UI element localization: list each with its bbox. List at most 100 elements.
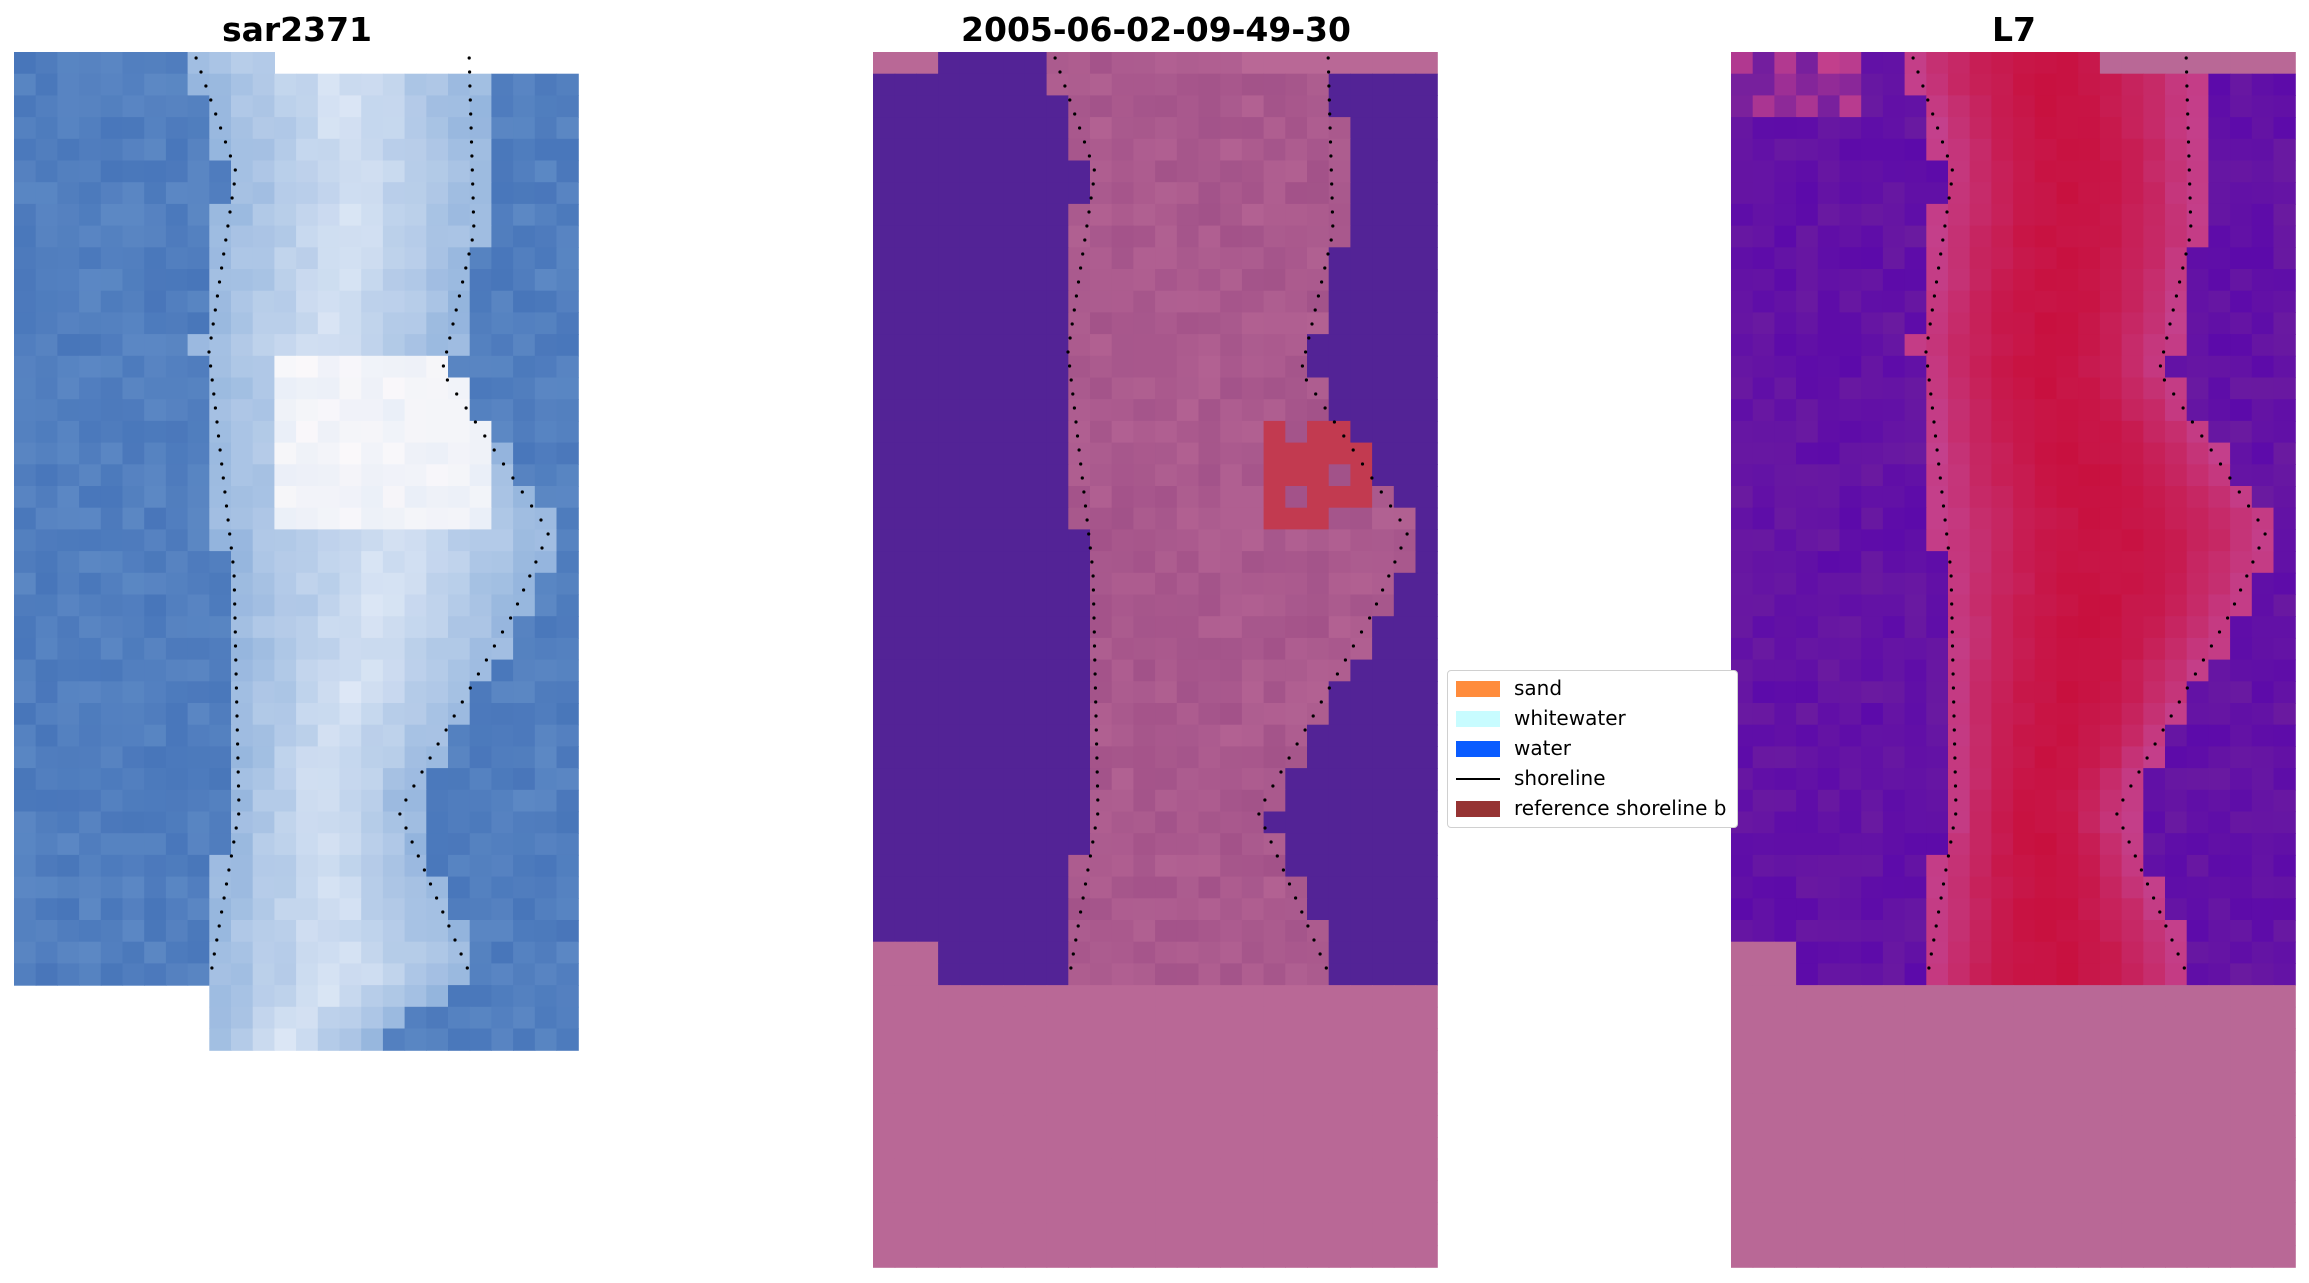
shoreline-dot bbox=[428, 756, 432, 760]
shoreline-dot bbox=[1087, 154, 1091, 158]
shoreline-dot bbox=[222, 896, 226, 900]
shoreline-dot bbox=[2201, 658, 2205, 662]
shoreline-dot bbox=[1953, 756, 1957, 760]
shoreline-line-swatch bbox=[1456, 778, 1500, 780]
shoreline-dot bbox=[232, 574, 236, 578]
shoreline-dot bbox=[1934, 280, 1939, 284]
shoreline-dot bbox=[1271, 784, 1275, 788]
shoreline-dot bbox=[1929, 952, 1933, 956]
shoreline-dot bbox=[1949, 840, 1953, 844]
shoreline-dot bbox=[2127, 840, 2131, 844]
shoreline-dot bbox=[210, 966, 214, 970]
shoreline-dot bbox=[1950, 644, 1955, 648]
shoreline-dot bbox=[1944, 868, 1948, 872]
shoreline-dot bbox=[219, 126, 223, 130]
shoreline-dot bbox=[220, 266, 224, 270]
shoreline-dot bbox=[398, 812, 402, 816]
shoreline-dot bbox=[2185, 70, 2189, 74]
shoreline-dot bbox=[470, 238, 474, 242]
shoreline-dot bbox=[473, 420, 477, 424]
shoreline-dot bbox=[1091, 588, 1095, 592]
shoreline-dot bbox=[236, 770, 240, 774]
shoreline-dot bbox=[220, 462, 224, 466]
shoreline-dot bbox=[2228, 476, 2232, 480]
shoreline-dot bbox=[2176, 952, 2180, 956]
shoreline-dot bbox=[1329, 238, 1333, 242]
shoreline-dot bbox=[2164, 924, 2168, 928]
shoreline-dot bbox=[1327, 84, 1331, 88]
shoreline-dot bbox=[2129, 784, 2133, 788]
shoreline-dot bbox=[233, 602, 237, 606]
shoreline-dot bbox=[2185, 686, 2189, 690]
shoreline-dot bbox=[1314, 392, 1318, 396]
shoreline-dot bbox=[2158, 910, 2162, 914]
shoreline-dot bbox=[2161, 728, 2165, 732]
shoreline-dot bbox=[1316, 294, 1320, 298]
shoreline-dot bbox=[1053, 56, 1057, 60]
shoreline-dot bbox=[483, 434, 487, 438]
shoreline-dot bbox=[2139, 868, 2143, 872]
shoreline-dot bbox=[1330, 210, 1334, 214]
shoreline-dot bbox=[1931, 112, 1935, 116]
shoreline-dot bbox=[232, 182, 236, 186]
shoreline-dot bbox=[2218, 462, 2223, 466]
legend-item-sand: sand bbox=[1448, 673, 1737, 703]
shoreline-dot bbox=[468, 98, 472, 102]
shoreline-dot bbox=[2187, 238, 2191, 242]
shoreline-dot bbox=[469, 112, 473, 116]
shoreline-dot bbox=[1929, 392, 1933, 396]
shoreline-dot bbox=[231, 560, 235, 564]
shoreline-dot bbox=[1389, 504, 1393, 508]
shoreline-dot bbox=[1082, 140, 1087, 144]
shoreline-dot bbox=[1326, 252, 1330, 256]
shoreline-dot bbox=[468, 84, 472, 88]
shoreline-dot bbox=[228, 532, 232, 536]
shoreline-dot bbox=[1327, 70, 1331, 74]
shoreline-dot bbox=[234, 826, 238, 830]
shoreline-dot bbox=[2239, 588, 2243, 592]
shoreline-dot bbox=[2178, 280, 2182, 284]
shoreline-dot bbox=[1360, 462, 1365, 466]
shoreline-dot bbox=[1304, 350, 1308, 354]
legend-label: shoreline bbox=[1514, 766, 1606, 790]
shoreline-dot bbox=[2182, 966, 2186, 970]
shoreline-dot bbox=[1943, 518, 1947, 522]
shoreline-dot bbox=[467, 56, 471, 60]
shoreline-dot bbox=[459, 952, 463, 956]
shoreline-dot bbox=[229, 546, 233, 550]
shoreline-dot bbox=[1952, 728, 1956, 732]
shoreline-dot bbox=[1332, 420, 1336, 424]
shoreline-dot bbox=[1287, 882, 1292, 886]
shoreline-dot bbox=[1941, 238, 1945, 242]
shoreline-dot bbox=[471, 196, 475, 200]
shoreline-dot bbox=[2200, 434, 2204, 438]
shoreline-dot bbox=[1326, 56, 1330, 60]
shoreline-dot bbox=[1068, 98, 1072, 102]
shoreline-dot bbox=[454, 308, 458, 312]
shoreline-dot bbox=[1072, 308, 1076, 312]
shoreline-dot bbox=[1257, 812, 1261, 816]
l7-index-panel bbox=[1731, 52, 2296, 1268]
shoreline-dot bbox=[222, 252, 226, 256]
shoreline-dot bbox=[1300, 910, 1304, 914]
shoreline-dot bbox=[229, 854, 233, 858]
shoreline-dot bbox=[1921, 84, 1925, 88]
shoreline-dot bbox=[223, 490, 227, 494]
shoreline-dot bbox=[210, 378, 214, 382]
shoreline-dot bbox=[1946, 854, 1950, 858]
shoreline-dot bbox=[1071, 392, 1075, 396]
shoreline-dot bbox=[228, 210, 232, 214]
shoreline-dot bbox=[1085, 224, 1089, 228]
shoreline-dot bbox=[1071, 952, 1075, 956]
shoreline-dot bbox=[484, 658, 488, 662]
shoreline-dot bbox=[464, 266, 468, 270]
shoreline-dot bbox=[522, 588, 526, 592]
shoreline-dots bbox=[194, 56, 550, 970]
shoreline-dot bbox=[235, 728, 239, 732]
shoreline-dot bbox=[226, 224, 230, 228]
shoreline-dot bbox=[217, 924, 221, 928]
shoreline-dot bbox=[1088, 854, 1092, 858]
water-swatch bbox=[1456, 741, 1500, 757]
shoreline-dot bbox=[237, 798, 241, 802]
shoreline-dot bbox=[1916, 70, 1920, 74]
